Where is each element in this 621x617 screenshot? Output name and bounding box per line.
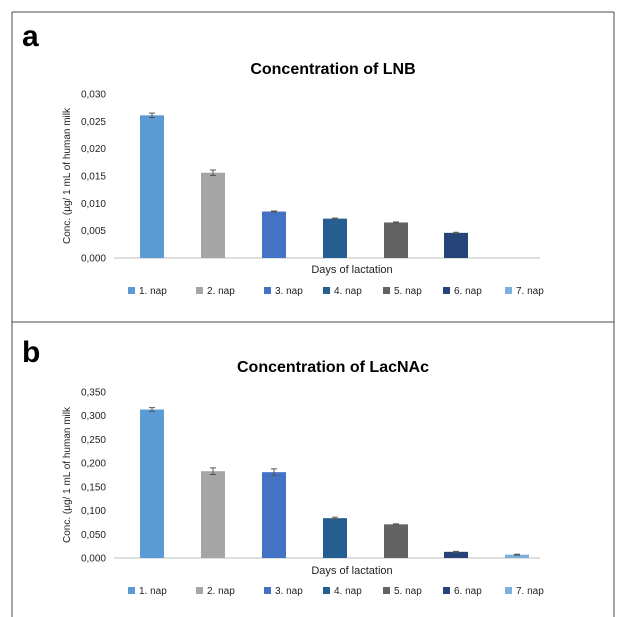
panel-a: a Concentration of LNB 0,000 0,005 0,010 0,01… — [22, 20, 544, 297]
legend-entry: 2. nap — [207, 586, 235, 597]
legend-entry: 1. nap — [139, 286, 167, 297]
bar-6 — [444, 232, 468, 258]
legend-swatch — [196, 587, 203, 594]
legend-entry: 4. nap — [334, 286, 362, 297]
panel-letter: a — [22, 20, 39, 53]
y-tick-label: 0,020 — [81, 144, 106, 155]
panel-b: b Concentration of LacNAc 0,000 0,050 0,100 0… — [22, 336, 544, 597]
legend-entry: 7. nap — [516, 286, 544, 297]
bar-7 — [505, 554, 529, 558]
bar-1 — [140, 409, 164, 558]
bar-1 — [140, 115, 164, 258]
y-tick-label: 0,100 — [81, 506, 106, 517]
legend-swatch — [128, 287, 135, 294]
legend-swatch — [443, 287, 450, 294]
y-tick-label: 0,050 — [81, 530, 106, 541]
bar-4 — [323, 518, 347, 558]
legend-entry: 4. nap — [334, 586, 362, 597]
y-tick-label: 0,000 — [81, 254, 106, 265]
legend-swatch — [323, 587, 330, 594]
y-tick-label: 0,300 — [81, 411, 106, 422]
y-tick-label: 0,010 — [81, 199, 106, 210]
legend-entry: 6. nap — [454, 586, 482, 597]
y-axis-label: Conc. (µg/ 1 mL of human milk — [62, 406, 73, 543]
y-tick-label: 0,350 — [81, 388, 106, 399]
legend-swatch — [323, 287, 330, 294]
y-axis-label: Conc. (µg/ 1 mL of human milk — [62, 107, 73, 244]
y-tick-label: 0,150 — [81, 482, 106, 493]
y-tick-label: 0,000 — [81, 554, 106, 565]
bar-3 — [262, 472, 286, 558]
y-tick-label: 0,015 — [81, 172, 106, 183]
y-tick-label: 0,200 — [81, 459, 106, 470]
legend-entry: 1. nap — [139, 586, 167, 597]
bar-6 — [444, 551, 468, 558]
y-tick-label: 0,005 — [81, 226, 106, 237]
legend-entry: 3. nap — [275, 286, 303, 297]
y-tick-label: 0,025 — [81, 117, 106, 128]
legend-entry: 5. nap — [394, 586, 422, 597]
legend-swatch — [383, 287, 390, 294]
legend-swatch — [443, 587, 450, 594]
bar-3 — [262, 211, 286, 258]
legend-swatch — [505, 587, 512, 594]
legend-swatch — [264, 287, 271, 294]
legend-entry: 5. nap — [394, 286, 422, 297]
bar-5 — [384, 222, 408, 258]
bar-4 — [323, 218, 347, 258]
bar-2 — [201, 172, 225, 258]
legend-swatch — [264, 587, 271, 594]
legend-swatch — [505, 287, 512, 294]
chart-title: Concentration of LacNAc — [237, 359, 429, 376]
legend-swatch — [196, 287, 203, 294]
legend-entry: 6. nap — [454, 286, 482, 297]
legend-entry: 3. nap — [275, 586, 303, 597]
x-axis-label: Days of lactation — [311, 264, 392, 276]
bar-2 — [201, 471, 225, 558]
legend-swatch — [128, 587, 135, 594]
bar-5 — [384, 524, 408, 558]
panel-letter: b — [22, 336, 40, 369]
chart-title: Concentration of LNB — [250, 61, 415, 78]
legend-entry: 7. nap — [516, 586, 544, 597]
legend-entry: 2. nap — [207, 286, 235, 297]
y-tick-label: 0,030 — [81, 90, 106, 101]
x-axis-label: Days of lactation — [311, 565, 392, 577]
y-tick-label: 0,250 — [81, 435, 106, 446]
legend-swatch — [383, 587, 390, 594]
